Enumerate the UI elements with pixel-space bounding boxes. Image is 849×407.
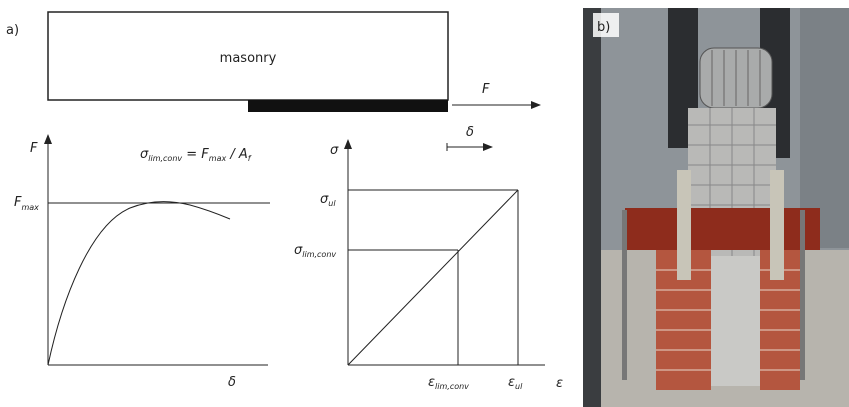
page: a) masonry F δ F δ Fmax σlim,conv = Fmax… <box>0 0 849 407</box>
panel-label: a) <box>6 23 19 38</box>
force-curve <box>48 202 230 365</box>
text: ul <box>328 199 336 208</box>
text: ε <box>428 375 435 390</box>
text: ul <box>515 382 523 391</box>
masonry-label: masonry <box>220 51 277 66</box>
sigma-lim-label: σlim,conv <box>294 243 336 259</box>
text: = F <box>182 147 209 162</box>
frp-strip <box>248 100 448 112</box>
fmax-label: Fmax <box>14 195 39 212</box>
text: max <box>21 203 39 212</box>
x-axis-label: δ <box>228 375 236 390</box>
y-axis-label: F <box>30 141 38 156</box>
eps-lim-label: εlim,conv <box>428 375 469 391</box>
panel-label: b) <box>597 20 610 35</box>
sigma-ul-label: σul <box>320 192 336 208</box>
y-axis-label: σ <box>330 143 339 158</box>
displacement-label: δ <box>466 125 474 140</box>
x-axis-label: ε <box>556 376 563 391</box>
force-label: F <box>482 82 490 97</box>
text: / A <box>226 147 248 162</box>
text: lim,conv <box>148 154 182 163</box>
text: lim,conv <box>302 250 336 259</box>
figure: a) masonry F δ F δ Fmax σlim,conv = Fmax… <box>0 0 849 407</box>
text: ε <box>508 375 515 390</box>
text: max <box>209 154 227 163</box>
text: f <box>248 154 252 163</box>
stress-line <box>348 190 518 365</box>
photo <box>583 8 849 407</box>
formula: σlim,conv = Fmax / Af <box>140 147 252 163</box>
text: lim,conv <box>435 382 469 391</box>
eps-ul-label: εul <box>508 375 523 391</box>
